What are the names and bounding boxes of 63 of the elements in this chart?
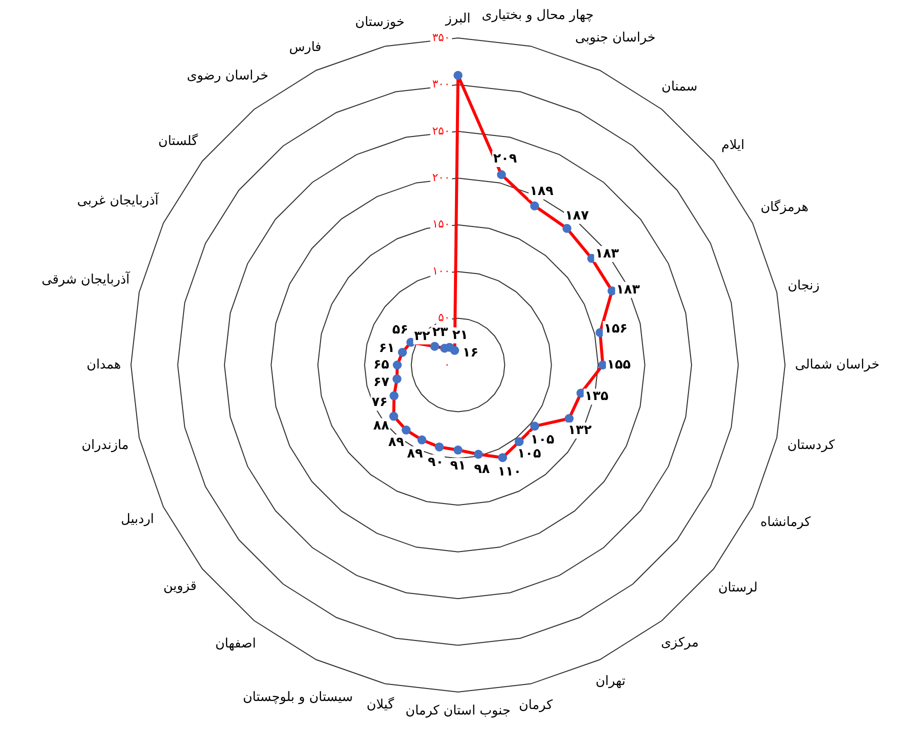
y-tick-label: ۲۰۰ <box>432 171 450 184</box>
data-label: ۹۰ <box>428 454 444 470</box>
spoke-label: سمنان <box>662 80 698 95</box>
data-label: ۵۶ <box>392 322 408 338</box>
data-label: ۸۹ <box>407 446 423 462</box>
spoke-label: لرستان <box>718 580 758 596</box>
spoke-label: خراسان شمالی <box>794 357 880 372</box>
spoke-label: آذربایجان شرقی <box>42 270 132 288</box>
data-label: ۱۳۲ <box>568 422 592 438</box>
data-label: ۱۳۵ <box>584 389 609 404</box>
data-label: ۱۸۷ <box>565 208 589 224</box>
data-label: ۹۱ <box>450 458 466 474</box>
spoke-label: هرمزگان <box>760 199 809 216</box>
spoke-label: خراسان رضوی <box>186 68 268 84</box>
spoke-label: آذربایجان غربی <box>77 192 160 209</box>
data-label: ۲۰۹ <box>493 151 517 166</box>
spoke-label: مازندران <box>82 438 129 453</box>
y-tick-label: ۱۰۰ <box>432 264 450 278</box>
spoke-label: قزوین <box>163 579 197 594</box>
spoke-label: ایلام <box>721 138 744 154</box>
data-label: ۹۸ <box>474 462 490 478</box>
data-label: ۱۸۳ <box>595 246 620 262</box>
spoke-label: فارس <box>289 40 322 56</box>
spoke-label: مرکزی <box>660 636 699 651</box>
data-label: ۱۱۰ <box>498 464 522 480</box>
y-tick-label: ۰ <box>444 358 450 371</box>
spoke-label: گلستان <box>158 133 199 150</box>
spoke-label: خوزستان <box>355 14 405 30</box>
y-tick-label: ۳۰۰ <box>432 78 450 91</box>
spoke-label: البرز <box>444 11 470 26</box>
y-tick-label: ۳۵۰ <box>432 30 450 44</box>
data-label: ۶۵ <box>373 357 390 372</box>
spoke-label: گیلان <box>366 696 395 712</box>
y-tick-label: ۵۰ <box>438 311 450 324</box>
y-tick-label: ۲۵۰ <box>432 124 450 138</box>
spoke-label: اصفهان <box>215 636 256 652</box>
data-label: ۷۶ <box>372 395 388 410</box>
data-label: ۱۰۵ <box>517 446 542 462</box>
data-label: ۲۱ <box>452 328 468 343</box>
spoke-label: جنوب استان کرمان <box>406 703 510 718</box>
spoke-label: کرمان <box>518 698 554 714</box>
spoke-label: سیستان و بلوچستان <box>242 690 353 705</box>
spoke-label: کردستان <box>787 438 836 453</box>
spoke-label: اردبیل <box>120 512 154 527</box>
spoke-label: خراسان جنوبی <box>575 30 656 46</box>
data-label: ۱۵۵ <box>606 357 631 372</box>
data-label: ۱۸۳ <box>616 282 640 298</box>
data-label: ۶۱ <box>378 341 395 356</box>
data-label: ۱۵۶ <box>604 321 628 336</box>
data-label: ۱۰۵ <box>530 432 554 448</box>
data-label: ۸۹ <box>388 434 404 450</box>
data-label: ۱۶ <box>462 345 478 360</box>
data-label: ۳۲ <box>414 328 430 344</box>
y-tick-label: ۱۵۰ <box>432 218 450 231</box>
spoke-label: تهران <box>596 674 626 690</box>
spoke-label: کرمانشاه <box>760 515 812 530</box>
data-label: ۶۷ <box>373 374 390 390</box>
data-label: ۱۸۹ <box>530 184 554 199</box>
data-label: ۸۸ <box>373 418 390 434</box>
data-label: ۲۳ <box>432 325 448 340</box>
spoke-label: همدان <box>86 357 122 372</box>
spoke-label: زنجان <box>788 278 820 294</box>
spoke-label: چهار محال و بختیاری <box>482 8 594 24</box>
